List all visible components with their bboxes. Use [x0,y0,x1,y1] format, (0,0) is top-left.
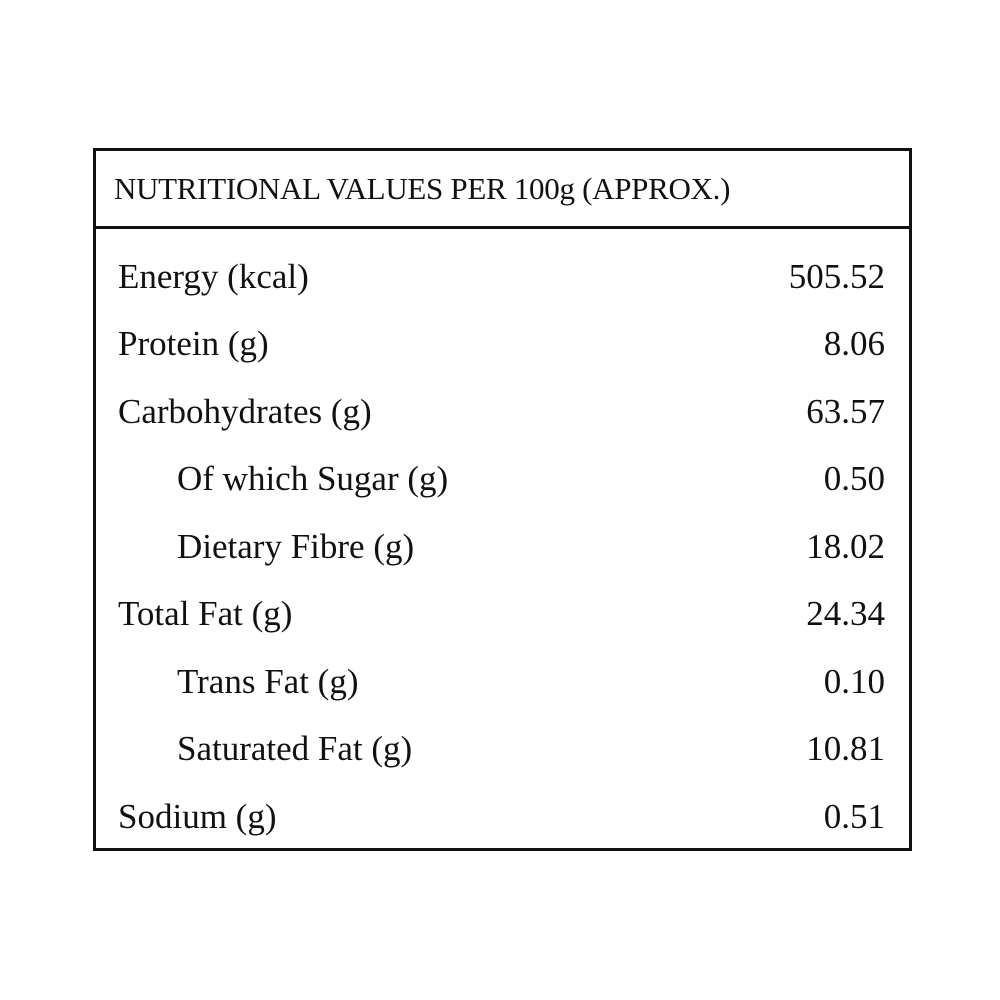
row-value: 0.50 [823,459,885,499]
row-label: Trans Fat (g) [177,661,359,701]
row-value: 0.10 [823,661,885,701]
nutrition-table: NUTRITIONAL VALUES PER 100g (APPROX.) En… [93,148,912,851]
sub-row: Trans Fat (g) 0.10 [96,648,909,716]
sub-row: Dietary Fibre (g) 18.02 [96,513,909,581]
row: Protein (g) 8.06 [96,311,909,379]
row-value: 10.81 [806,729,885,769]
sub-row: Of which Sugar (g) 0.50 [96,446,909,514]
row-label: Total Fat (g) [118,594,293,634]
row-label: Dietary Fibre (g) [177,526,415,566]
row-value: 18.02 [806,526,885,566]
row-value: 24.34 [806,594,885,634]
table-rows: Energy (kcal) 505.52 Protein (g) 8.06 Carboh… [96,243,909,851]
row: Energy (kcal) 505.52 [96,243,909,311]
row-label: Of which Sugar (g) [177,459,449,499]
row: Carbohydrates (g) 63.57 [96,378,909,446]
row-label: Saturated Fat (g) [177,729,413,769]
row-label: Energy (kcal) [118,256,309,296]
row: Sodium (g) 0.51 [96,783,909,851]
row-value: 8.06 [823,324,885,364]
sub-row: Saturated Fat (g) 10.81 [96,716,909,784]
row-value: 63.57 [806,391,885,431]
row-label: Sodium (g) [118,796,277,836]
row-value: 0.51 [823,796,885,836]
table-title: NUTRITIONAL VALUES PER 100g (APPROX.) [96,151,909,229]
row-label: Protein (g) [118,324,269,364]
row-label: Carbohydrates (g) [118,391,372,431]
row-value: 505.52 [788,256,885,296]
row: Total Fat (g) 24.34 [96,581,909,649]
